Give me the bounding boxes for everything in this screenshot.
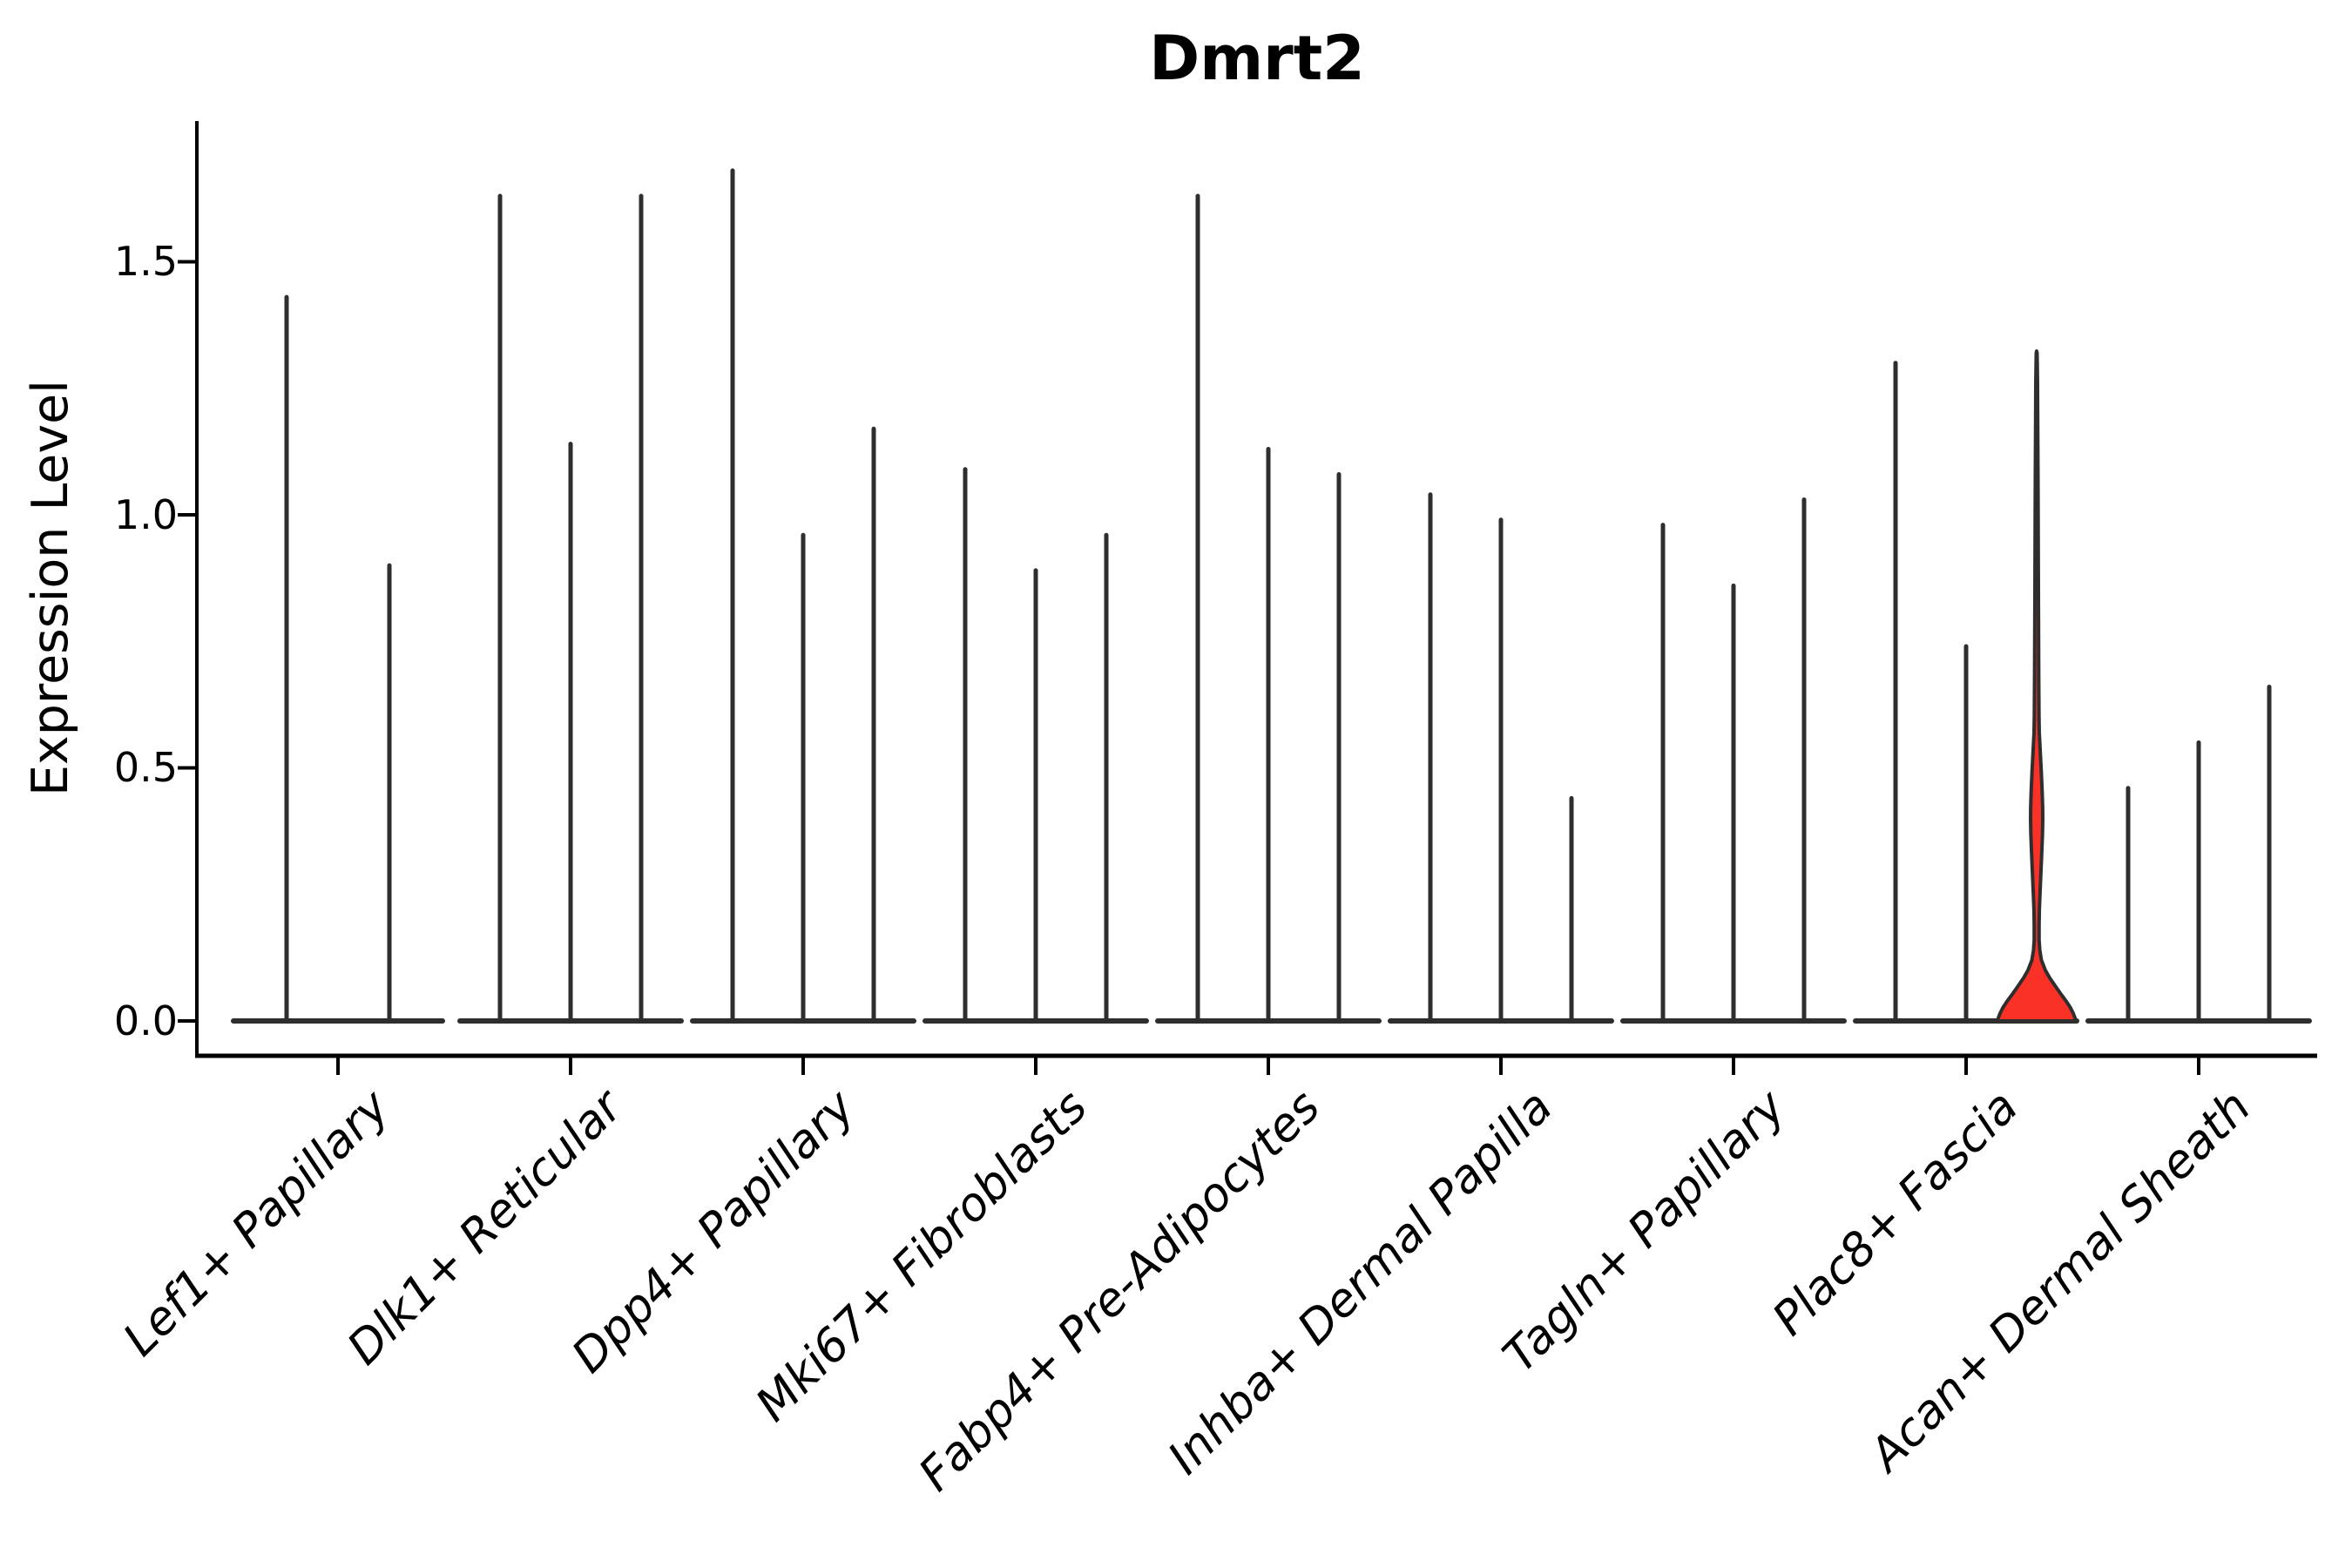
y-tick-label: 0.5: [113, 744, 178, 791]
y-tick-label: 1.0: [113, 491, 178, 538]
chart-title: Dmrt2: [1149, 23, 1365, 94]
highlighted-violin: [1996, 349, 2078, 1023]
y-tick-label: 1.5: [113, 238, 178, 285]
y-tick-label: 0.0: [113, 997, 178, 1044]
